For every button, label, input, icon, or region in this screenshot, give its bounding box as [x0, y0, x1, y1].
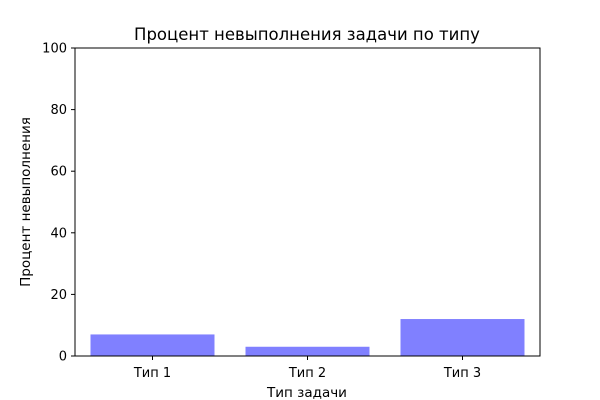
y-tick-label: 80	[50, 103, 67, 118]
y-tick-label: 40	[50, 226, 67, 241]
y-tick-label: 20	[50, 288, 67, 303]
plot-area-frame	[74, 47, 541, 357]
bars-group	[90, 319, 525, 356]
y-axis-ticks: 0 20 40 60 80 100	[42, 42, 75, 365]
bar-2	[245, 346, 370, 356]
y-tick-label: 60	[50, 165, 67, 180]
y-axis-label: Процент невыполнения	[18, 117, 34, 287]
y-tick-label: 100	[42, 42, 67, 57]
x-tick-label: Тип 1	[133, 366, 171, 381]
bar-3	[400, 319, 525, 356]
x-axis-label: Тип задачи	[266, 385, 347, 400]
x-tick-label: Тип 2	[288, 366, 326, 381]
x-tick-label: Тип 3	[443, 366, 481, 381]
bar-1	[90, 334, 215, 356]
x-axis-ticks: Тип 1 Тип 2 Тип 3	[133, 356, 481, 381]
chart-title: Процент невыполнения задачи по типу	[134, 25, 480, 44]
y-tick-label: 0	[59, 350, 67, 365]
